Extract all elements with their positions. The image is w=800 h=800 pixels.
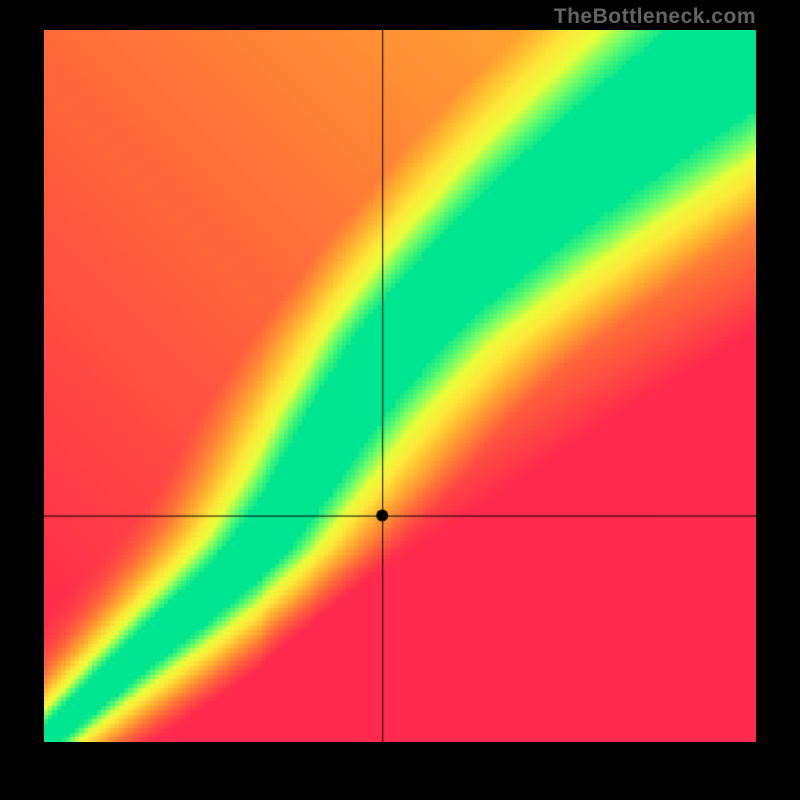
watermark-label: TheBottleneck.com — [554, 5, 756, 29]
bottleneck-heatmap — [44, 30, 756, 742]
